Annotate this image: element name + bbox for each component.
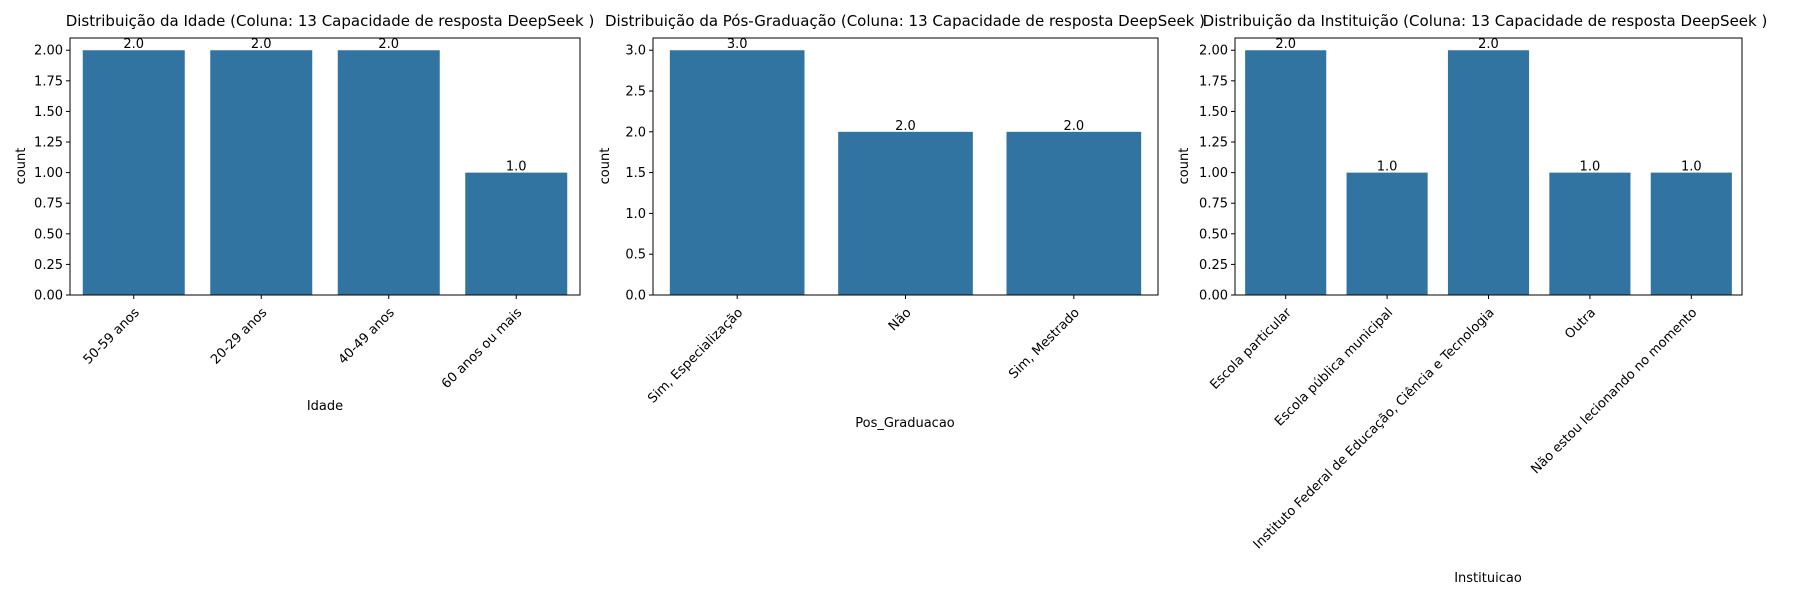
chart-institution-bar-labels: 2.0 1.0 2.0 1.0 1.0 (1275, 37, 1701, 174)
y-tick-label: 1.25 (34, 136, 63, 151)
chart-institution-frame (1234, 37, 1743, 296)
chart-postgrad-ylabel: count (598, 148, 613, 185)
y-tick-label: 1.25 (1199, 136, 1228, 151)
chart-postgrad-xlabel: Pos_Graduacao (855, 416, 955, 431)
bar (210, 50, 313, 295)
chart-age-bars (82, 50, 568, 295)
chart-age-bar-labels: 2.0 2.0 2.0 1.0 (123, 37, 526, 174)
bar-value-label: 2.0 (895, 119, 916, 134)
y-tick-label: 0.5 (625, 248, 646, 263)
y-tick-label: 2.00 (34, 44, 63, 59)
chart-institution-y-axis: 0.00 0.25 0.50 0.75 1.00 1.25 1.50 1.75 2.00 (1199, 44, 1235, 304)
chart-age-frame (69, 37, 581, 296)
chart-institution-ylabel: count (1177, 148, 1192, 185)
y-tick-label: 0.25 (34, 258, 63, 273)
bar (1346, 172, 1428, 295)
bar-value-label: 2.0 (1275, 37, 1296, 52)
bar-value-label: 2.0 (1478, 37, 1499, 52)
chart-institution-title: Distribuição da Instituição (Coluna: 13 … (1203, 12, 1768, 30)
y-tick-label: 2.0 (625, 125, 646, 140)
y-tick-label: 2.00 (1199, 44, 1228, 59)
chart-postgrad-bars (669, 50, 1142, 295)
y-tick-label: 0.25 (1199, 258, 1228, 273)
y-tick-label: 1.75 (1199, 74, 1228, 89)
bar-value-label: 1.0 (506, 160, 527, 175)
bar (1650, 172, 1732, 295)
chart-age: Distribuição da Idade (Coluna: 13 Capaci… (14, 12, 594, 414)
y-tick-label: 0.75 (1199, 197, 1228, 212)
y-tick-label: 1.5 (625, 166, 646, 181)
y-tick-label: 1.0 (625, 207, 646, 222)
bar-value-label: 1.0 (1580, 160, 1601, 175)
chart-institution-bars (1245, 50, 1732, 295)
bar (838, 131, 973, 295)
y-tick-label: 1.00 (1199, 166, 1228, 181)
bar (1006, 131, 1142, 295)
y-tick-label: 1.50 (34, 105, 63, 120)
chart-age-y-axis: 0.00 0.25 0.50 0.75 1.00 1.25 1.50 1.75 2.00 (34, 44, 70, 304)
bar (1447, 50, 1530, 295)
y-tick-label: 0.0 (625, 289, 646, 304)
bar (669, 50, 805, 295)
y-tick-label: 0.50 (34, 227, 63, 242)
y-tick-label: 2.5 (625, 85, 646, 100)
chart-age-ylabel: count (14, 148, 29, 185)
bar (1549, 172, 1631, 295)
bar-value-label: 2.0 (123, 37, 144, 52)
chart-postgrad-y-axis: 0.0 0.5 1.0 1.5 2.0 2.5 3.0 (625, 44, 653, 304)
bar-value-label: 1.0 (1377, 160, 1398, 175)
y-tick-label: 3.0 (625, 44, 646, 59)
y-tick-label: 1.75 (34, 74, 63, 89)
y-tick-label: 0.50 (1199, 227, 1228, 242)
chart-age-xlabel: Idade (307, 399, 343, 414)
y-tick-label: 1.00 (34, 166, 63, 181)
chart-postgrad-bar-labels: 3.0 2.0 2.0 (727, 37, 1084, 134)
chart-age-title: Distribuição da Idade (Coluna: 13 Capaci… (66, 12, 595, 30)
chart-institution-xlabel: Instituicao (1454, 571, 1522, 586)
bar-value-label: 2.0 (1063, 119, 1084, 134)
bar-value-label: 3.0 (727, 37, 748, 52)
y-tick-label: 0.00 (1199, 289, 1228, 304)
chart-postgrad-frame (652, 37, 1159, 296)
y-tick-label: 0.00 (34, 289, 63, 304)
y-tick-label: 0.75 (34, 197, 63, 212)
bar-value-label: 1.0 (1681, 160, 1702, 175)
bar (465, 172, 568, 295)
bar-value-label: 2.0 (378, 37, 399, 52)
bar (1245, 50, 1327, 295)
bar-value-label: 2.0 (251, 37, 272, 52)
y-tick-label: 1.50 (1199, 105, 1228, 120)
chart-postgrad-title: Distribuição da Pós-Graduação (Coluna: 1… (605, 12, 1205, 30)
bar (337, 50, 440, 295)
bar (82, 50, 185, 295)
